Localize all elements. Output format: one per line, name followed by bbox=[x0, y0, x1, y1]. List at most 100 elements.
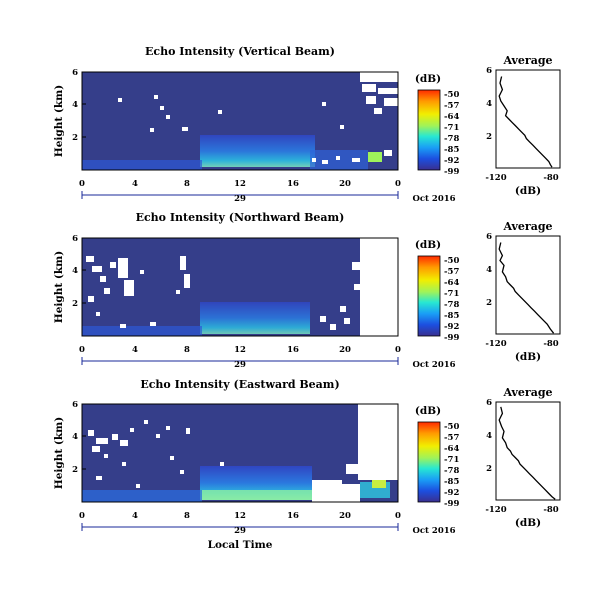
date-tick-label: 29 bbox=[234, 194, 246, 204]
colorbar-tick: -92 bbox=[444, 156, 459, 166]
y-axis-label: Height (km) bbox=[53, 85, 65, 157]
y-tick-label: 6 bbox=[72, 400, 78, 410]
profile-title: Average bbox=[502, 386, 552, 399]
profile-x-tick: -80 bbox=[543, 505, 558, 515]
x-tick-label: 0 bbox=[79, 511, 85, 521]
panel-vertical-beam: Echo Intensity (Vertical Beam) 2 4 6 Hei… bbox=[53, 45, 561, 204]
x-axis: 0 4 8 12 16 20 0 29 Oct 2016 bbox=[79, 179, 456, 204]
missing-data bbox=[88, 404, 398, 502]
profile-x-label: (dB) bbox=[515, 351, 541, 363]
missing-data bbox=[118, 72, 398, 164]
colorbar-tick: -64 bbox=[444, 278, 459, 288]
x-tick-label: 20 bbox=[339, 345, 351, 355]
x-tick-label: 0 bbox=[79, 179, 85, 189]
colorbar-tick: -64 bbox=[444, 444, 459, 454]
date-tick-label: 29 bbox=[234, 360, 246, 370]
colorbar: (dB) -50 -57 -64 -71 -78 -85 -92 -99 bbox=[415, 239, 460, 343]
x-axis-label: Local Time bbox=[208, 539, 273, 551]
profile-y-tick: 4 bbox=[486, 99, 492, 109]
profile-line bbox=[498, 76, 553, 168]
colorbar-tick: -85 bbox=[444, 311, 459, 321]
profile-y-tick: 2 bbox=[486, 464, 492, 474]
echo-patch bbox=[368, 152, 382, 162]
heatmap-frame bbox=[81, 237, 399, 337]
colorbar: (dB) -50 -57 -64 -71 -78 -85 -92 -99 bbox=[415, 73, 460, 177]
surface-echo bbox=[82, 326, 202, 336]
colorbar-tick: -50 bbox=[444, 90, 459, 100]
x-tick-label: 12 bbox=[234, 179, 246, 189]
colorbar-tick: -78 bbox=[444, 300, 459, 310]
low-level-echo bbox=[200, 135, 315, 167]
echo-patch bbox=[372, 480, 386, 488]
colorbar-tick: -92 bbox=[444, 488, 459, 498]
surface-echo bbox=[200, 490, 312, 500]
colorbar: (dB) -50 -57 -64 -71 -78 -85 -92 -99 bbox=[415, 405, 460, 509]
y-tick-label: 6 bbox=[72, 68, 78, 78]
profile-x-tick: -120 bbox=[485, 173, 506, 183]
x-tick-label: 16 bbox=[287, 345, 299, 355]
y-tick-label: 4 bbox=[72, 432, 78, 442]
colorbar-tick: -99 bbox=[444, 167, 459, 177]
colorbar-tick: -71 bbox=[444, 455, 459, 465]
x-tick-label: 0 bbox=[395, 511, 401, 521]
x-tick-label: 20 bbox=[339, 179, 351, 189]
panel-northward-beam: Echo Intensity (Northward Beam) 2 4 6 He… bbox=[53, 211, 561, 370]
surface-echo bbox=[82, 490, 202, 502]
heatmap-title: Echo Intensity (Vertical Beam) bbox=[145, 45, 335, 58]
date-label: Oct 2016 bbox=[412, 194, 455, 204]
colorbar-tick: -78 bbox=[444, 134, 459, 144]
colorbar-tick: -71 bbox=[444, 289, 459, 299]
profile-y-tick: 2 bbox=[486, 132, 492, 142]
x-tick-label: 16 bbox=[287, 511, 299, 521]
y-axis: 2 4 6 bbox=[72, 234, 86, 309]
heatmap-title: Echo Intensity (Northward Beam) bbox=[136, 211, 345, 224]
x-tick-label: 8 bbox=[184, 511, 190, 521]
x-tick-label: 4 bbox=[132, 179, 138, 189]
date-label: Oct 2016 bbox=[412, 526, 455, 536]
heatmap-frame bbox=[81, 71, 399, 171]
y-tick-label: 2 bbox=[72, 465, 78, 475]
x-tick-label: 0 bbox=[395, 345, 401, 355]
colorbar-tick: -64 bbox=[444, 112, 459, 122]
y-tick-label: 2 bbox=[72, 133, 78, 143]
x-tick-label: 16 bbox=[287, 179, 299, 189]
x-tick-label: 0 bbox=[395, 179, 401, 189]
y-axis-label: Height (km) bbox=[53, 417, 65, 489]
colorbar-tick: -57 bbox=[444, 101, 459, 111]
colorbar-tick: -50 bbox=[444, 422, 459, 432]
heatmap-title: Echo Intensity (Eastward Beam) bbox=[140, 378, 339, 391]
profile-y-tick: 6 bbox=[486, 232, 492, 242]
x-tick-label: 8 bbox=[184, 179, 190, 189]
profile-title: Average bbox=[502, 220, 552, 233]
colorbar-tick: -57 bbox=[444, 433, 459, 443]
surface-echo bbox=[82, 160, 202, 170]
profile-title: Average bbox=[502, 54, 552, 67]
colorbar-label: (dB) bbox=[415, 239, 441, 251]
colorbar-tick: -85 bbox=[444, 145, 459, 155]
colorbar-tick: -92 bbox=[444, 322, 459, 332]
x-axis: 0 4 8 12 16 20 0 29 Oct 2016 bbox=[79, 345, 456, 370]
panel-eastward-beam: Echo Intensity (Eastward Beam) 2 4 6 He bbox=[53, 378, 561, 551]
colorbar-tick: -78 bbox=[444, 466, 459, 476]
colorbar-tick: -85 bbox=[444, 477, 459, 487]
profile-x-label: (dB) bbox=[515, 185, 541, 197]
low-level-echo bbox=[200, 302, 310, 334]
y-axis-label: Height (km) bbox=[53, 251, 65, 323]
colorbar-label: (dB) bbox=[415, 405, 441, 417]
profile-x-label: (dB) bbox=[515, 517, 541, 529]
x-tick-label: 4 bbox=[132, 511, 138, 521]
date-label: Oct 2016 bbox=[412, 360, 455, 370]
y-tick-label: 4 bbox=[72, 266, 78, 276]
y-axis: 2 4 6 bbox=[72, 68, 86, 143]
colorbar-tick: -71 bbox=[444, 123, 459, 133]
x-tick-label: 12 bbox=[234, 511, 246, 521]
profile-y-tick: 6 bbox=[486, 66, 492, 76]
x-axis: 0 4 8 12 16 20 0 29 Oct 2016 Local Time bbox=[79, 511, 456, 551]
x-tick-label: 12 bbox=[234, 345, 246, 355]
x-tick-label: 0 bbox=[79, 345, 85, 355]
profile-x-tick: -80 bbox=[543, 339, 558, 349]
x-tick-label: 20 bbox=[339, 511, 351, 521]
profile-line bbox=[498, 406, 556, 500]
average-profile: Average 6 4 2 -120 -80 (dB) bbox=[485, 220, 561, 363]
colorbar-tick: -99 bbox=[444, 333, 459, 343]
